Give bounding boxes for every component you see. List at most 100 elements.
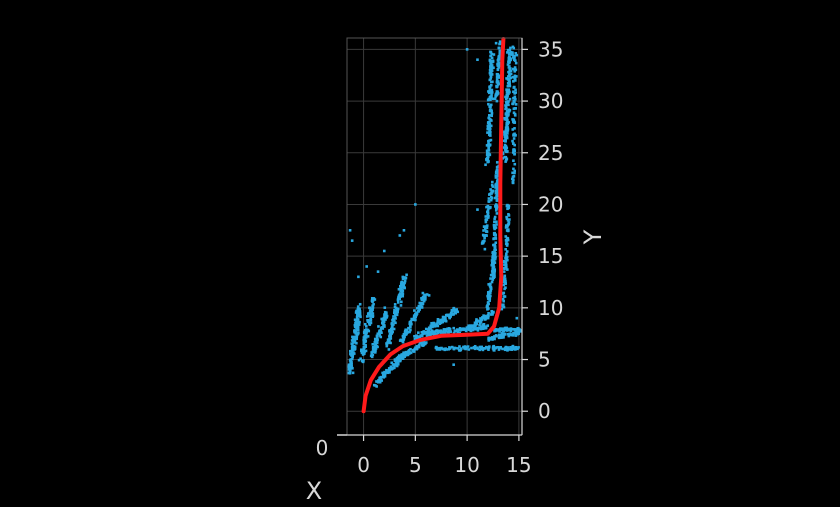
data-point	[409, 351, 413, 355]
data-point	[392, 315, 395, 318]
data-point	[495, 78, 499, 82]
data-point	[403, 279, 407, 283]
data-point	[371, 306, 375, 309]
data-point	[491, 185, 495, 188]
data-point	[505, 252, 508, 256]
data-point	[376, 270, 380, 273]
data-point	[505, 88, 508, 91]
data-point	[436, 321, 440, 324]
data-point	[505, 326, 508, 330]
data-point	[496, 345, 499, 349]
data-point	[436, 318, 440, 321]
data-point	[470, 325, 473, 329]
data-point	[415, 345, 419, 349]
data-point	[447, 330, 450, 334]
data-point	[356, 328, 360, 332]
data-point	[513, 114, 517, 117]
data-point	[486, 292, 490, 296]
data-point	[361, 360, 365, 364]
data-point	[508, 84, 512, 88]
data-point	[368, 323, 372, 326]
data-point	[512, 90, 515, 94]
data-point	[364, 343, 367, 347]
data-point	[499, 42, 502, 45]
data-point	[489, 282, 492, 286]
data-point	[351, 346, 354, 350]
data-point	[516, 326, 520, 330]
data-point	[476, 347, 480, 351]
data-point	[487, 145, 491, 148]
data-point	[494, 183, 497, 187]
data-point	[511, 181, 515, 185]
data-point	[506, 48, 510, 52]
data-point	[467, 348, 471, 351]
data-point	[364, 336, 368, 339]
data-point	[403, 329, 407, 333]
data-point	[362, 342, 366, 346]
data-point	[487, 346, 491, 350]
data-point	[503, 333, 507, 336]
data-point	[486, 127, 489, 131]
data-point	[495, 188, 499, 192]
data-point	[420, 344, 424, 347]
data-point	[495, 334, 498, 338]
data-point	[508, 74, 511, 78]
data-point	[512, 174, 516, 178]
data-point	[350, 339, 354, 342]
data-point	[495, 204, 498, 208]
data-point	[489, 291, 492, 295]
data-point	[487, 337, 491, 341]
data-point	[435, 332, 439, 335]
data-point	[509, 76, 512, 80]
data-point	[357, 275, 360, 279]
data-point	[494, 251, 497, 255]
data-point	[400, 282, 404, 286]
data-point	[488, 193, 491, 196]
data-point	[510, 333, 514, 337]
data-point	[487, 302, 490, 306]
data-point	[504, 126, 508, 129]
data-point	[350, 239, 354, 242]
data-point	[504, 116, 508, 120]
data-point	[364, 349, 368, 353]
data-point	[420, 331, 424, 334]
data-point	[427, 294, 431, 297]
data-point	[506, 51, 509, 54]
data-point	[387, 348, 391, 351]
data-point	[487, 147, 490, 150]
data-point	[514, 133, 517, 137]
data-point	[382, 319, 385, 323]
data-point	[425, 334, 429, 338]
data-point	[367, 319, 370, 322]
data-point	[347, 365, 350, 368]
data-point	[507, 88, 511, 92]
data-point	[400, 288, 403, 292]
data-point	[511, 347, 515, 350]
data-point	[506, 103, 510, 106]
data-point	[494, 203, 498, 206]
data-point	[505, 239, 508, 243]
data-point	[440, 346, 443, 350]
data-point	[375, 334, 379, 338]
data-point	[501, 305, 505, 308]
data-point	[507, 204, 511, 208]
data-point	[494, 329, 497, 333]
data-point	[507, 334, 511, 338]
data-point	[505, 146, 508, 149]
data-point	[505, 244, 509, 247]
data-point	[492, 271, 495, 275]
data-point	[489, 83, 493, 87]
data-point	[504, 97, 508, 101]
data-point	[351, 335, 354, 339]
data-point	[494, 174, 498, 177]
data-point	[484, 220, 488, 224]
data-point	[348, 369, 352, 373]
data-point	[490, 112, 494, 115]
data-point	[353, 329, 357, 333]
data-point	[467, 327, 471, 331]
data-point	[411, 348, 415, 352]
data-point	[495, 199, 499, 202]
data-point	[502, 278, 505, 282]
data-point	[481, 327, 485, 331]
data-point	[370, 352, 374, 356]
